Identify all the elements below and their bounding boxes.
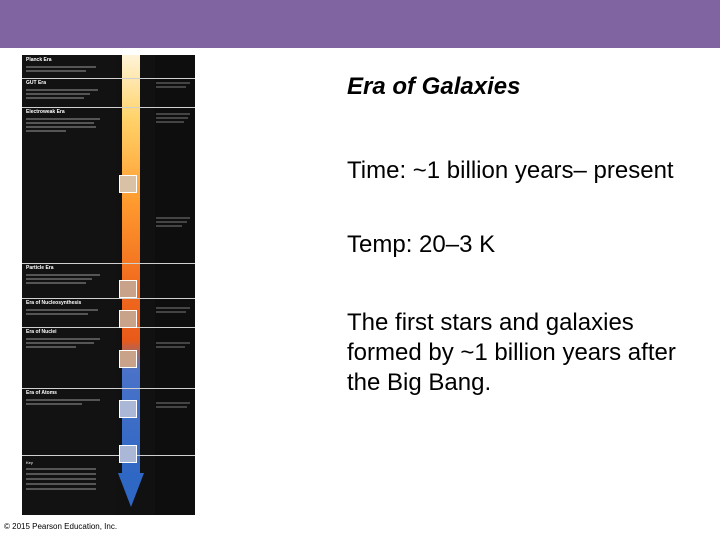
era-divider <box>22 455 195 456</box>
particle-thumbnail <box>119 280 137 298</box>
era-text-placeholder <box>26 336 116 350</box>
particle-thumbnail <box>119 400 137 418</box>
era-divider <box>22 298 195 299</box>
timeline-arrowhead <box>118 473 144 507</box>
era-notes-column <box>155 55 195 515</box>
era-title-nucleosynthesis: Era of Nucleosynthesis <box>26 300 82 306</box>
slide-title: Era of Galaxies <box>347 73 521 100</box>
era-title-electroweak: Electroweak Era <box>26 109 65 115</box>
era-divider <box>22 78 195 79</box>
temperature-text: Temp: 20–3 K <box>347 231 496 258</box>
era-divider <box>22 107 195 108</box>
particle-thumbnail <box>119 175 137 193</box>
particle-thumbnail <box>119 350 137 368</box>
era-divider <box>22 263 195 264</box>
era-text-placeholder <box>26 116 116 134</box>
era-note-placeholder <box>156 80 195 90</box>
copyright-notice: © 2015 Pearson Education, Inc. <box>4 522 118 531</box>
era-title-atoms: Era of Atoms <box>26 390 57 396</box>
era-note-placeholder <box>156 400 195 410</box>
era-title-particle: Particle Era <box>26 265 54 271</box>
time-range-text: Time: ~1 billion years– present <box>347 157 674 184</box>
particle-thumbnail <box>119 310 137 328</box>
era-text-placeholder <box>26 272 116 286</box>
era-text-placeholder <box>26 64 116 74</box>
timeline-bar <box>122 55 140 475</box>
cosmic-timeline-figure: Planck Era GUT Era Electroweak Era Parti… <box>22 55 195 515</box>
era-text-placeholder <box>26 87 116 101</box>
era-text-placeholder <box>26 397 116 407</box>
figure-key-label: Key <box>26 460 33 465</box>
figure-key: Key <box>26 460 116 493</box>
era-title-planck: Planck Era <box>26 57 52 63</box>
era-note-placeholder <box>156 215 195 229</box>
era-title-gut: GUT Era <box>26 80 47 86</box>
era-divider <box>22 327 195 328</box>
era-text-placeholder <box>26 307 116 317</box>
particle-thumbnail <box>119 445 137 463</box>
description-text: The first stars and galaxies formed by ~… <box>347 309 676 396</box>
era-title-nuclei: Era of Nuclei <box>26 329 57 335</box>
era-note-placeholder <box>156 340 195 350</box>
header-bar <box>0 0 720 48</box>
era-note-placeholder <box>156 111 195 125</box>
era-note-placeholder <box>156 305 195 315</box>
era-divider <box>22 388 195 389</box>
